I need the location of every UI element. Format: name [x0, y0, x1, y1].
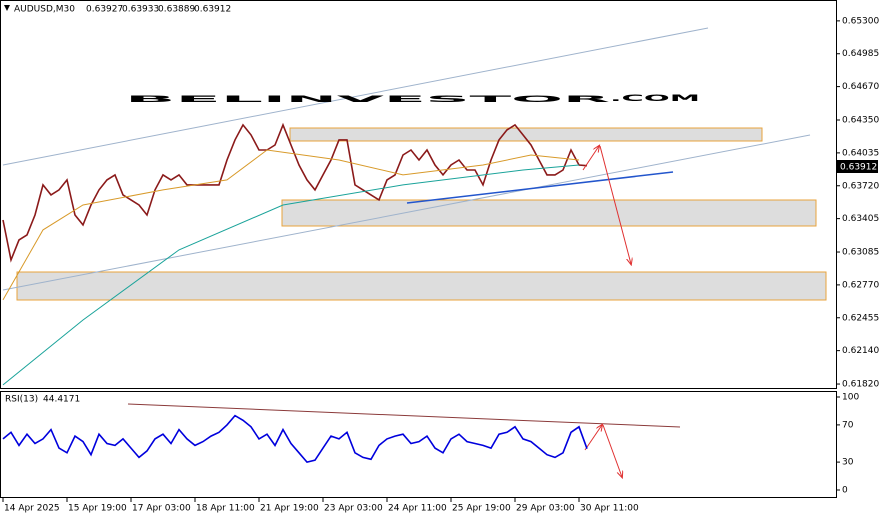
x-tick-label: 23 Apr 03:00 [324, 504, 383, 514]
y-tick-label: 0.64035 [842, 148, 879, 158]
high: 0.63933 [122, 5, 159, 15]
arrows [582, 145, 631, 477]
trend-line [2, 134, 811, 291]
price-tag [837, 160, 878, 173]
series-line [2, 414, 588, 463]
x-tick-label: 15 Apr 19:00 [68, 504, 127, 514]
arrow [582, 146, 599, 171]
zone [16, 271, 827, 301]
y-tick-label: 30 [842, 458, 854, 468]
zone [281, 199, 817, 227]
x-tick-label: 14 Apr 2025 [4, 504, 60, 514]
watermark: .COM [610, 94, 700, 104]
y-tick-label: 0.64985 [842, 49, 879, 59]
x-tick-label: 24 Apr 11:00 [388, 504, 447, 514]
open: 0.63927 [86, 5, 123, 15]
y-tick-label: 0.64350 [842, 116, 879, 126]
y-tick-label: 0 [842, 486, 848, 496]
indicator-name: RSI(13) [5, 395, 38, 405]
x-tick-label: 29 Apr 03:00 [516, 504, 575, 514]
close: 0.63912 [194, 5, 231, 15]
watermark: INVESTOR [263, 95, 610, 105]
y-tick-label: 0.62140 [842, 346, 879, 356]
trend-line [2, 27, 709, 166]
y-tick-label: 100 [842, 393, 859, 403]
indicator-value: 44.4171 [43, 395, 80, 405]
trend-line [406, 171, 674, 204]
y-tick-label: 0.65300 [842, 16, 879, 26]
series-line [2, 149, 580, 301]
arrow [602, 424, 622, 477]
x-tick-label: 25 Apr 19:00 [452, 504, 511, 514]
icon [4, 5, 10, 11]
low: 0.63889 [158, 5, 195, 15]
rsi-panel [0, 391, 837, 498]
y-tick-label: 0.64670 [842, 82, 879, 92]
zone [289, 127, 763, 142]
y-tick-label: 70 [842, 420, 854, 430]
y-tick-label: 0.63085 [842, 248, 879, 258]
arrow [599, 145, 631, 264]
x-tick-label: 21 Apr 19:00 [260, 504, 319, 514]
price-panel [0, 0, 837, 389]
x-tick-label: 30 Apr 11:00 [580, 504, 639, 514]
series-line [2, 164, 580, 386]
price-tag-label: 0.63912 [840, 163, 877, 173]
trend-line [127, 403, 681, 428]
x-tick-label: 17 Apr 03:00 [132, 504, 191, 514]
x-tick-label: 18 Apr 11:00 [196, 504, 255, 514]
y-tick-label: 0.62455 [842, 313, 879, 323]
y-tick-label: 0.62770 [842, 280, 879, 290]
symbol: AUDUSD,M30 [14, 5, 75, 15]
y-tick-label: 0.61820 [842, 380, 879, 390]
watermark: BEL [125, 95, 265, 105]
annotations [2, 27, 827, 428]
y-tick-label: 0.63720 [842, 181, 879, 191]
y-tick-label: 0.63405 [842, 214, 879, 224]
series-line [2, 122, 588, 263]
arrow [584, 425, 602, 451]
